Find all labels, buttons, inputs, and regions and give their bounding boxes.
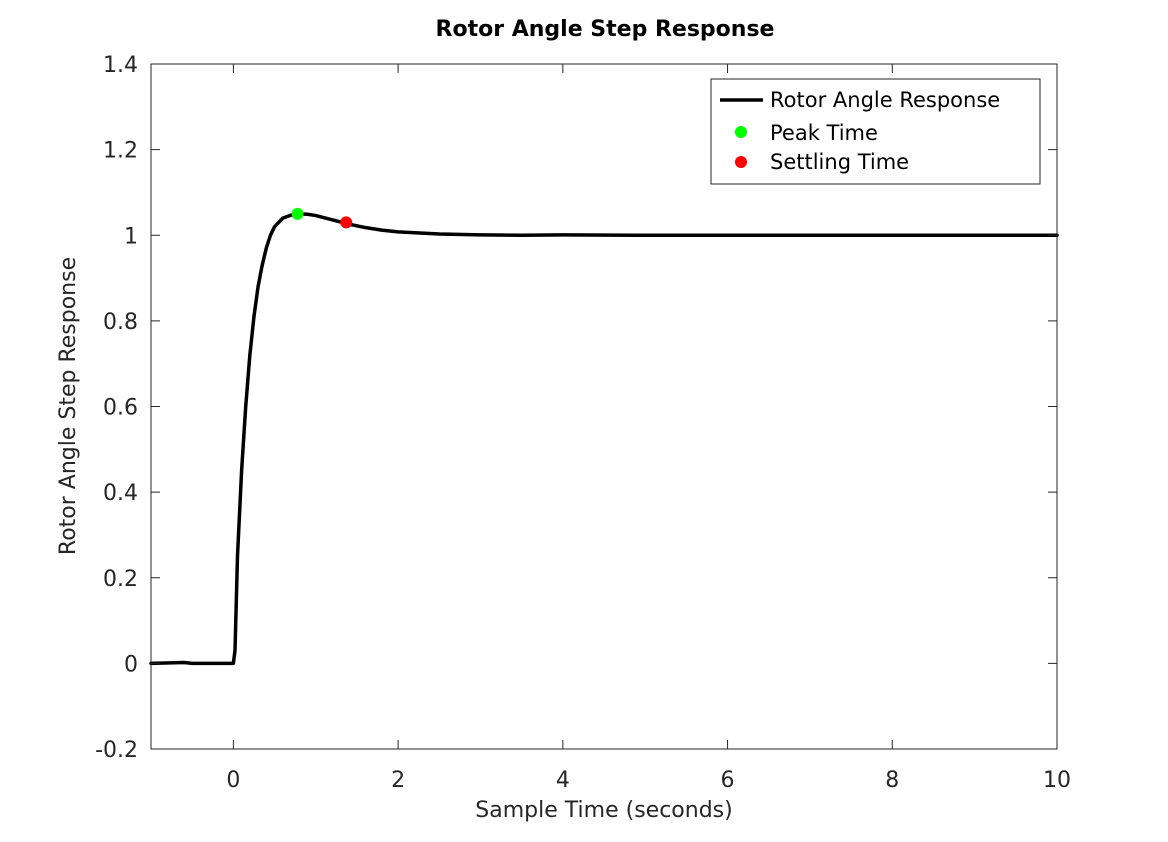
y-tick-label: 1.4: [103, 53, 138, 78]
axis-ticks: 0 2 4 6 8 10 -0.2 0 0.2 0.4 0.6 0.8 1 1.2 1.4: [95, 53, 1071, 793]
x-axis-label: Sample Time (seconds): [475, 798, 732, 823]
legend-marker-peak: [735, 126, 747, 138]
y-tick-label: 0.4: [103, 481, 138, 506]
x-tick-label: 10: [1043, 768, 1071, 793]
x-tick-label: 8: [885, 768, 899, 793]
x-tick-label: 0: [226, 768, 240, 793]
chart-title: Rotor Angle Step Response: [436, 17, 775, 42]
legend-label-peak: Peak Time: [770, 121, 878, 145]
x-tick-label: 2: [391, 768, 405, 793]
legend-label-settling: Settling Time: [770, 150, 909, 174]
y-axis-label: Rotor Angle Step Response: [56, 257, 81, 555]
y-tick-label: 0.8: [103, 310, 138, 335]
y-tick-label: 1: [124, 224, 138, 249]
legend-box: [710, 78, 1041, 185]
y-tick-label: -0.2: [95, 738, 138, 763]
legend: Rotor Angle Response Peak Time Settling …: [710, 78, 1041, 185]
x-tick-label: 6: [721, 768, 735, 793]
y-tick-label: 1.2: [103, 139, 138, 164]
x-tick-label: 4: [556, 768, 570, 793]
settling-time-marker: [340, 216, 353, 229]
legend-label-response: Rotor Angle Response: [770, 88, 1000, 112]
y-tick-label: 0.6: [103, 396, 138, 421]
series-line-0: [149, 212, 1059, 666]
y-tick-label: 0.2: [103, 567, 138, 592]
y-tick-label: 0: [124, 652, 138, 677]
plot-area: [149, 207, 1059, 666]
peak-time-marker: [291, 207, 304, 220]
legend-marker-settling: [735, 156, 747, 168]
